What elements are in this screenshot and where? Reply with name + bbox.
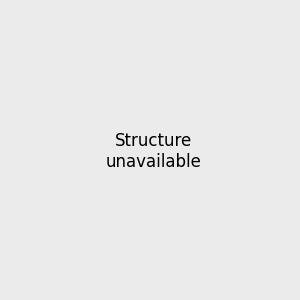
Text: Structure
unavailable: Structure unavailable — [106, 132, 202, 171]
